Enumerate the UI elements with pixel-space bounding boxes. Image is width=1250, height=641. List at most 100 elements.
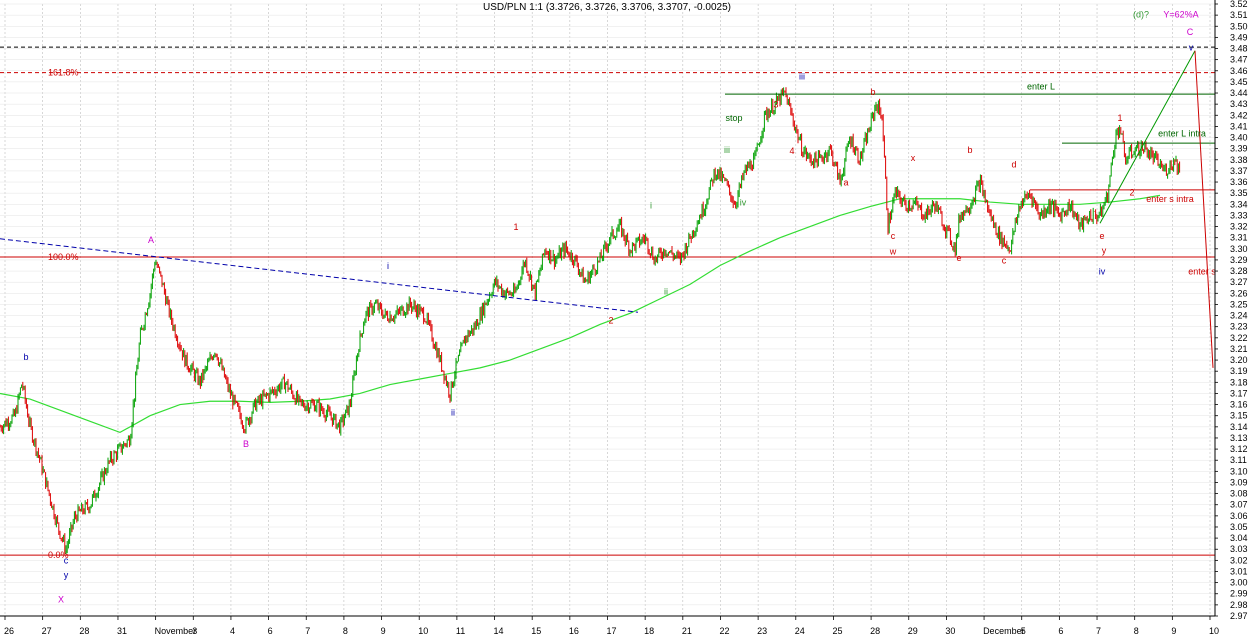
y-tick-label: 3.00 [1230, 578, 1248, 588]
wave-label: v [1189, 43, 1194, 53]
wave-label: Y=62%A [1163, 9, 1198, 19]
x-tick-label: November [155, 626, 197, 636]
y-tick-label: 2.99 [1230, 589, 1248, 599]
trendline [1194, 50, 1214, 368]
y-tick-label: 3.38 [1230, 155, 1248, 165]
y-tick-label: 3.50 [1230, 21, 1248, 31]
y-tick-label: 3.33 [1230, 210, 1248, 220]
y-tick-label: 3.22 [1230, 333, 1248, 343]
wave-label: d [1011, 160, 1016, 170]
y-tick-label: 3.52 [1230, 0, 1248, 9]
y-tick-label: 3.14 [1230, 422, 1248, 432]
wave-label: ii [664, 286, 668, 296]
wave-label: c [891, 231, 896, 241]
chart-title: USD/PLN 1:1 (3.3726, 3.3726, 3.3706, 3.3… [483, 2, 731, 13]
level-label: 0.0% [48, 550, 69, 560]
x-tick-label: 8 [343, 626, 348, 636]
x-tick-label: 21 [682, 626, 692, 636]
y-tick-label: 2.97 [1230, 611, 1248, 621]
x-tick-label: 11 [456, 626, 465, 636]
wave-label: c [1002, 255, 1007, 265]
x-tick-label: 27 [42, 626, 52, 636]
y-tick-label: 3.47 [1230, 55, 1248, 65]
wave-label: stop [725, 113, 742, 123]
x-tick-label: 14 [494, 626, 504, 636]
wave-label: A [148, 235, 154, 245]
trendline [1099, 50, 1196, 224]
wave-label: enter L [1027, 82, 1055, 92]
wave-label: 1 [1117, 113, 1122, 123]
y-tick-label: 3.46 [1230, 66, 1248, 76]
x-tick-label: 5 [1021, 626, 1026, 636]
x-tick-label: 7 [1096, 626, 1101, 636]
trendline [0, 238, 639, 313]
y-tick-label: 3.01 [1230, 566, 1248, 576]
x-tick-label: 18 [644, 626, 654, 636]
y-tick-label: 3.29 [1230, 255, 1248, 265]
y-tick-label: 3.20 [1230, 355, 1248, 365]
x-tick-label: 9 [1171, 626, 1176, 636]
y-tick-label: 3.03 [1230, 544, 1248, 554]
y-tick-label: 3.31 [1230, 233, 1248, 243]
x-tick-label: 17 [607, 626, 617, 636]
y-tick-label: 3.35 [1230, 188, 1248, 198]
wave-label: 1 [513, 222, 518, 232]
wave-label: B [243, 439, 249, 449]
y-tick-label: 3.26 [1230, 288, 1248, 298]
y-tick-label: 3.43 [1230, 99, 1248, 109]
wave-label: 2 [1129, 187, 1134, 197]
y-tick-label: 3.40 [1230, 133, 1248, 143]
wave-label: y [1102, 245, 1107, 255]
wave-label: iii [724, 145, 730, 155]
moving-average [0, 194, 1161, 434]
y-tick-label: 3.39 [1230, 144, 1248, 154]
y-tick-label: 3.27 [1230, 277, 1248, 287]
x-tick-label: 8 [1134, 626, 1139, 636]
x-tick-label: 23 [757, 626, 767, 636]
wave-label: y [64, 570, 69, 580]
wave-label: i [387, 261, 389, 271]
y-tick-label: 3.05 [1230, 522, 1248, 532]
y-tick-label: 3.02 [1230, 555, 1248, 565]
y-tick-label: 3.37 [1230, 166, 1248, 176]
wave-label: ii [451, 408, 455, 418]
y-tick-label: 3.11 [1230, 455, 1247, 465]
grid [0, 3, 1215, 617]
x-tick-label: 30 [945, 626, 955, 636]
y-tick-label: 3.08 [1230, 489, 1248, 499]
y-tick-label: 3.48 [1230, 44, 1248, 54]
wave-label: 4 [789, 146, 794, 156]
x-tick-label: 22 [719, 626, 729, 636]
x-tick-label: 9 [381, 626, 386, 636]
level-label: 161.8% [48, 68, 79, 78]
y-tick-label: 3.23 [1230, 322, 1248, 332]
x-tick-label: 6 [268, 626, 273, 636]
wave-label: (d)? [1133, 9, 1149, 19]
moving-average-line [0, 194, 1161, 434]
wave-label: x [911, 153, 916, 163]
wave-label: iii [799, 72, 805, 82]
wave-label: c [64, 556, 69, 566]
x-tick-label: 7 [305, 626, 310, 636]
y-tick-label: 3.36 [1230, 177, 1248, 187]
y-tick-label: 3.17 [1230, 388, 1248, 398]
x-tick-label: 24 [795, 626, 805, 636]
y-tick-label: 3.04 [1230, 533, 1248, 543]
x-tick-label: December [983, 626, 1025, 636]
y-tick-label: 3.34 [1230, 199, 1248, 209]
x-tick-label: 10 [1209, 626, 1219, 636]
wave-label: b [967, 145, 972, 155]
wave-label: X [58, 595, 64, 605]
x-tick-label: 26 [4, 626, 14, 636]
y-tick-label: 3.45 [1230, 77, 1248, 87]
wave-label: enter s [1188, 266, 1216, 276]
wave-label: iv [740, 197, 747, 207]
y-tick-label: 3.09 [1230, 477, 1248, 487]
wave-label: C [1187, 27, 1194, 37]
y-tick-label: 3.30 [1230, 244, 1248, 254]
wave-label: a [843, 177, 848, 187]
wave-label: i [650, 201, 652, 211]
y-tick-label: 3.42 [1230, 110, 1248, 120]
